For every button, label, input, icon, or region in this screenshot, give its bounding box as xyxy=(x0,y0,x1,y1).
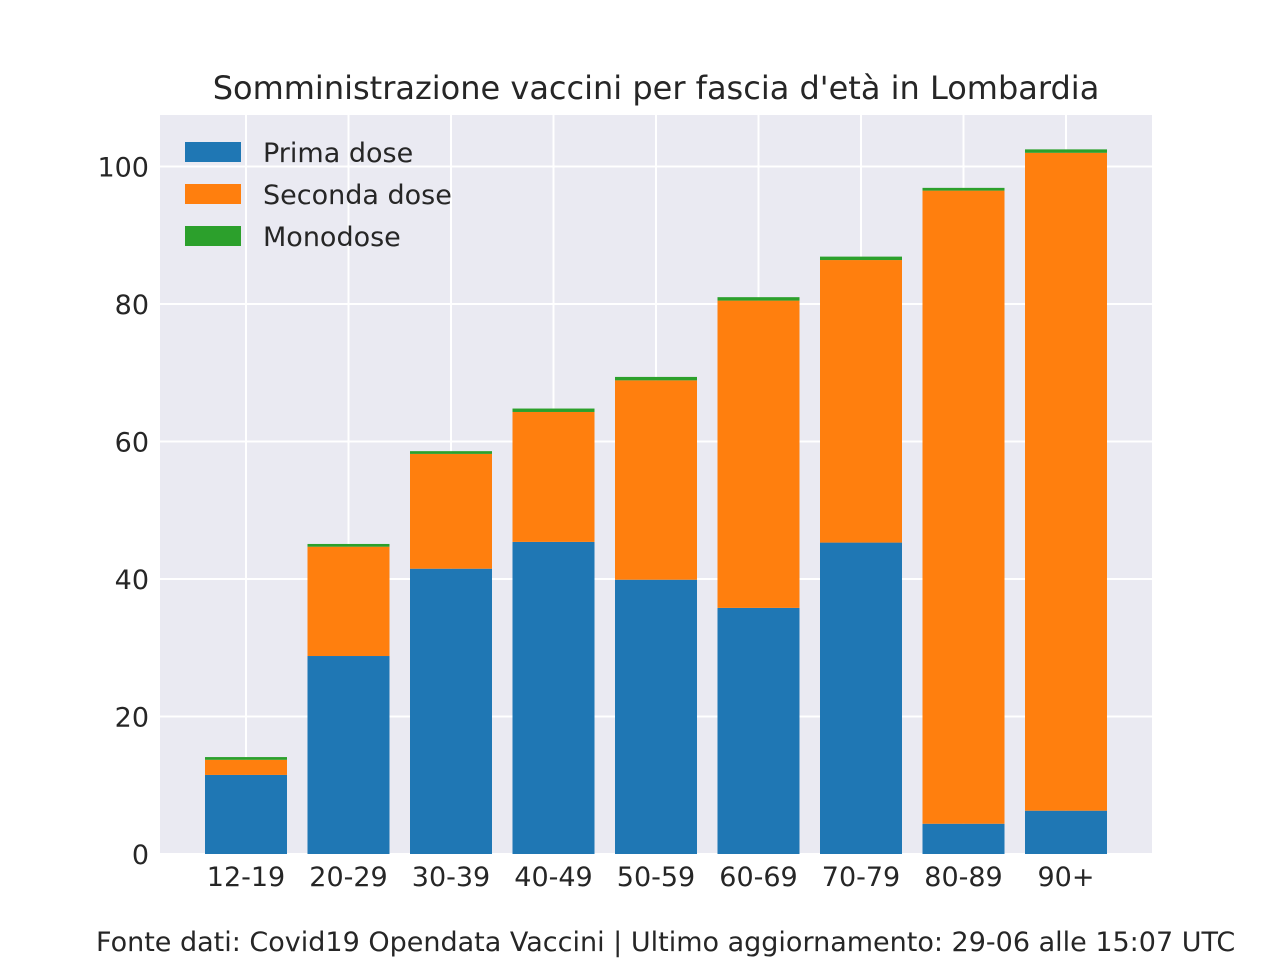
bar-seconda-dose-70-79 xyxy=(820,260,902,543)
y-tick-label: 20 xyxy=(115,703,149,734)
bar-monodose-60-69 xyxy=(717,297,800,301)
bar-prima-dose-90+ xyxy=(1025,810,1107,854)
bars xyxy=(205,149,1107,854)
bar-seconda-dose-50-59 xyxy=(615,380,697,580)
bar-monodose-12-19 xyxy=(205,757,287,760)
legend-swatch-seconda-dose xyxy=(185,184,241,204)
bar-seconda-dose-40-49 xyxy=(512,411,595,542)
x-tick-label: 40-49 xyxy=(514,862,592,893)
legend-label-seconda-dose: Seconda dose xyxy=(263,180,452,211)
x-tick-label: 80-89 xyxy=(924,862,1002,893)
bar-prima-dose-80-89 xyxy=(922,823,1005,854)
y-tick-label: 80 xyxy=(115,290,149,321)
legend-label-prima-dose: Prima dose xyxy=(263,138,413,169)
x-tick-label: 50-59 xyxy=(617,862,695,893)
bar-monodose-40-49 xyxy=(512,408,595,412)
y-tick-label: 60 xyxy=(115,428,149,459)
legend-label-monodose: Monodose xyxy=(263,222,401,253)
legend: Prima dose Seconda dose Monodose xyxy=(185,138,452,253)
bar-prima-dose-40-49 xyxy=(512,541,595,854)
y-tick-label: 40 xyxy=(115,565,149,596)
bar-seconda-dose-60-69 xyxy=(717,300,800,608)
bar-seconda-dose-30-39 xyxy=(410,453,492,569)
bar-prima-dose-70-79 xyxy=(820,542,902,854)
x-tick-label: 60-69 xyxy=(719,862,797,893)
legend-swatch-monodose xyxy=(185,226,241,246)
bar-prima-dose-20-29 xyxy=(307,656,390,854)
bar-monodose-80-89 xyxy=(922,187,1005,191)
bar-monodose-70-79 xyxy=(820,256,902,261)
x-tick-label: 70-79 xyxy=(822,862,900,893)
chart-title: Somministrazione vaccini per fascia d'et… xyxy=(213,69,1100,107)
bar-monodose-30-39 xyxy=(410,451,492,454)
bar-prima-dose-50-59 xyxy=(615,579,697,854)
bar-seconda-dose-12-19 xyxy=(205,759,287,775)
bar-seconda-dose-90+ xyxy=(1025,152,1107,811)
footer-source: Fonte dati: Covid19 Opendata Vaccini | U… xyxy=(96,927,1235,958)
bar-seconda-dose-80-89 xyxy=(922,190,1005,824)
x-axis-tick-labels: 12-19 20-29 30-39 40-49 50-59 60-69 70-79 80-89… xyxy=(207,862,1095,893)
bar-monodose-20-29 xyxy=(307,543,390,547)
y-tick-label: 100 xyxy=(97,153,149,184)
bar-monodose-50-59 xyxy=(615,376,697,381)
bar-prima-dose-30-39 xyxy=(410,568,492,854)
bar-monodose-90+ xyxy=(1025,149,1107,153)
x-tick-label: 20-29 xyxy=(309,862,387,893)
bar-prima-dose-12-19 xyxy=(205,774,287,854)
bar-prima-dose-60-69 xyxy=(717,607,800,854)
x-tick-label: 30-39 xyxy=(412,862,490,893)
bar-seconda-dose-20-29 xyxy=(307,546,390,657)
y-axis-tick-labels: 0 20 40 60 80 100 xyxy=(97,153,149,871)
x-tick-label: 90+ xyxy=(1038,862,1095,893)
legend-swatch-prima-dose xyxy=(185,142,241,162)
x-tick-label: 12-19 xyxy=(207,862,285,893)
y-tick-label: 0 xyxy=(132,840,149,871)
